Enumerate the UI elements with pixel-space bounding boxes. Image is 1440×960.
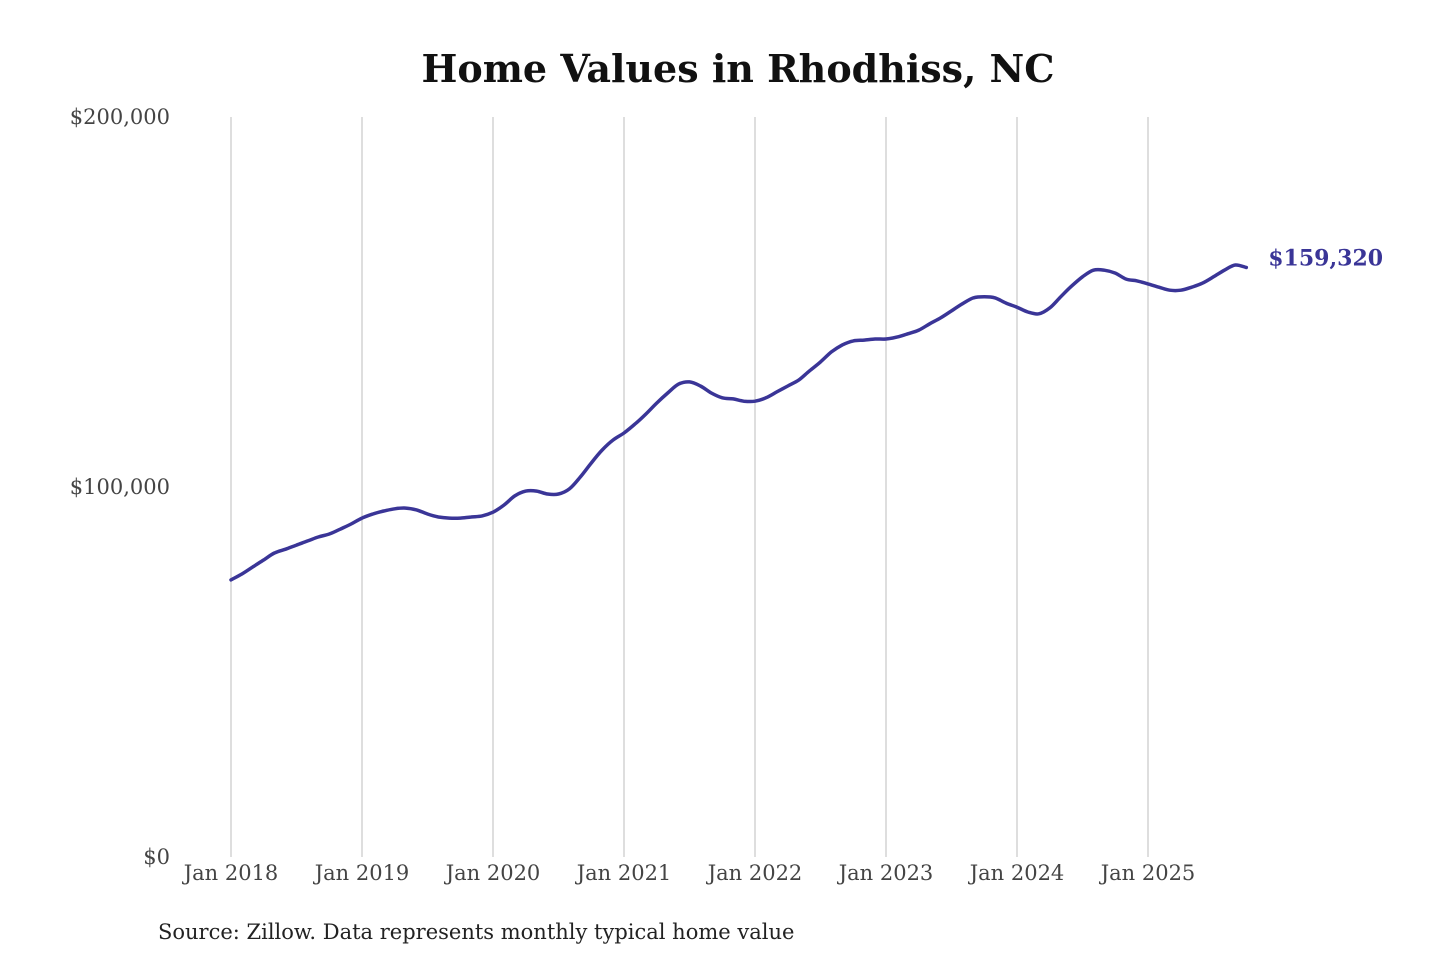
x-tick-label: Jan 2024	[968, 861, 1065, 885]
x-tick-label: Jan 2019	[313, 861, 410, 885]
y-tick-label: $0	[143, 845, 170, 869]
y-tick-label: $100,000	[70, 475, 170, 499]
end-value-label: $159,320	[1268, 246, 1383, 272]
y-tick-label: $200,000	[70, 105, 170, 129]
x-tick-label: Jan 2018	[182, 861, 279, 885]
x-tick-label: Jan 2022	[706, 861, 803, 885]
y-axis: $0 $100,000 $200,000	[70, 105, 170, 869]
series-line	[229, 263, 1249, 582]
x-tick-label: Jan 2020	[444, 861, 541, 885]
source-note: Source: Zillow. Data represents monthly …	[158, 920, 794, 944]
x-tick-label: Jan 2023	[837, 861, 934, 885]
chart-title: Home Values in Rhodhiss, NC	[421, 46, 1054, 91]
x-tick-label: Jan 2021	[575, 861, 672, 885]
x-axis: Jan 2018 Jan 2019 Jan 2020 Jan 2021 Jan 2022…	[182, 861, 1196, 885]
gridlines	[230, 117, 1149, 857]
x-tick-label: Jan 2025	[1099, 861, 1196, 885]
